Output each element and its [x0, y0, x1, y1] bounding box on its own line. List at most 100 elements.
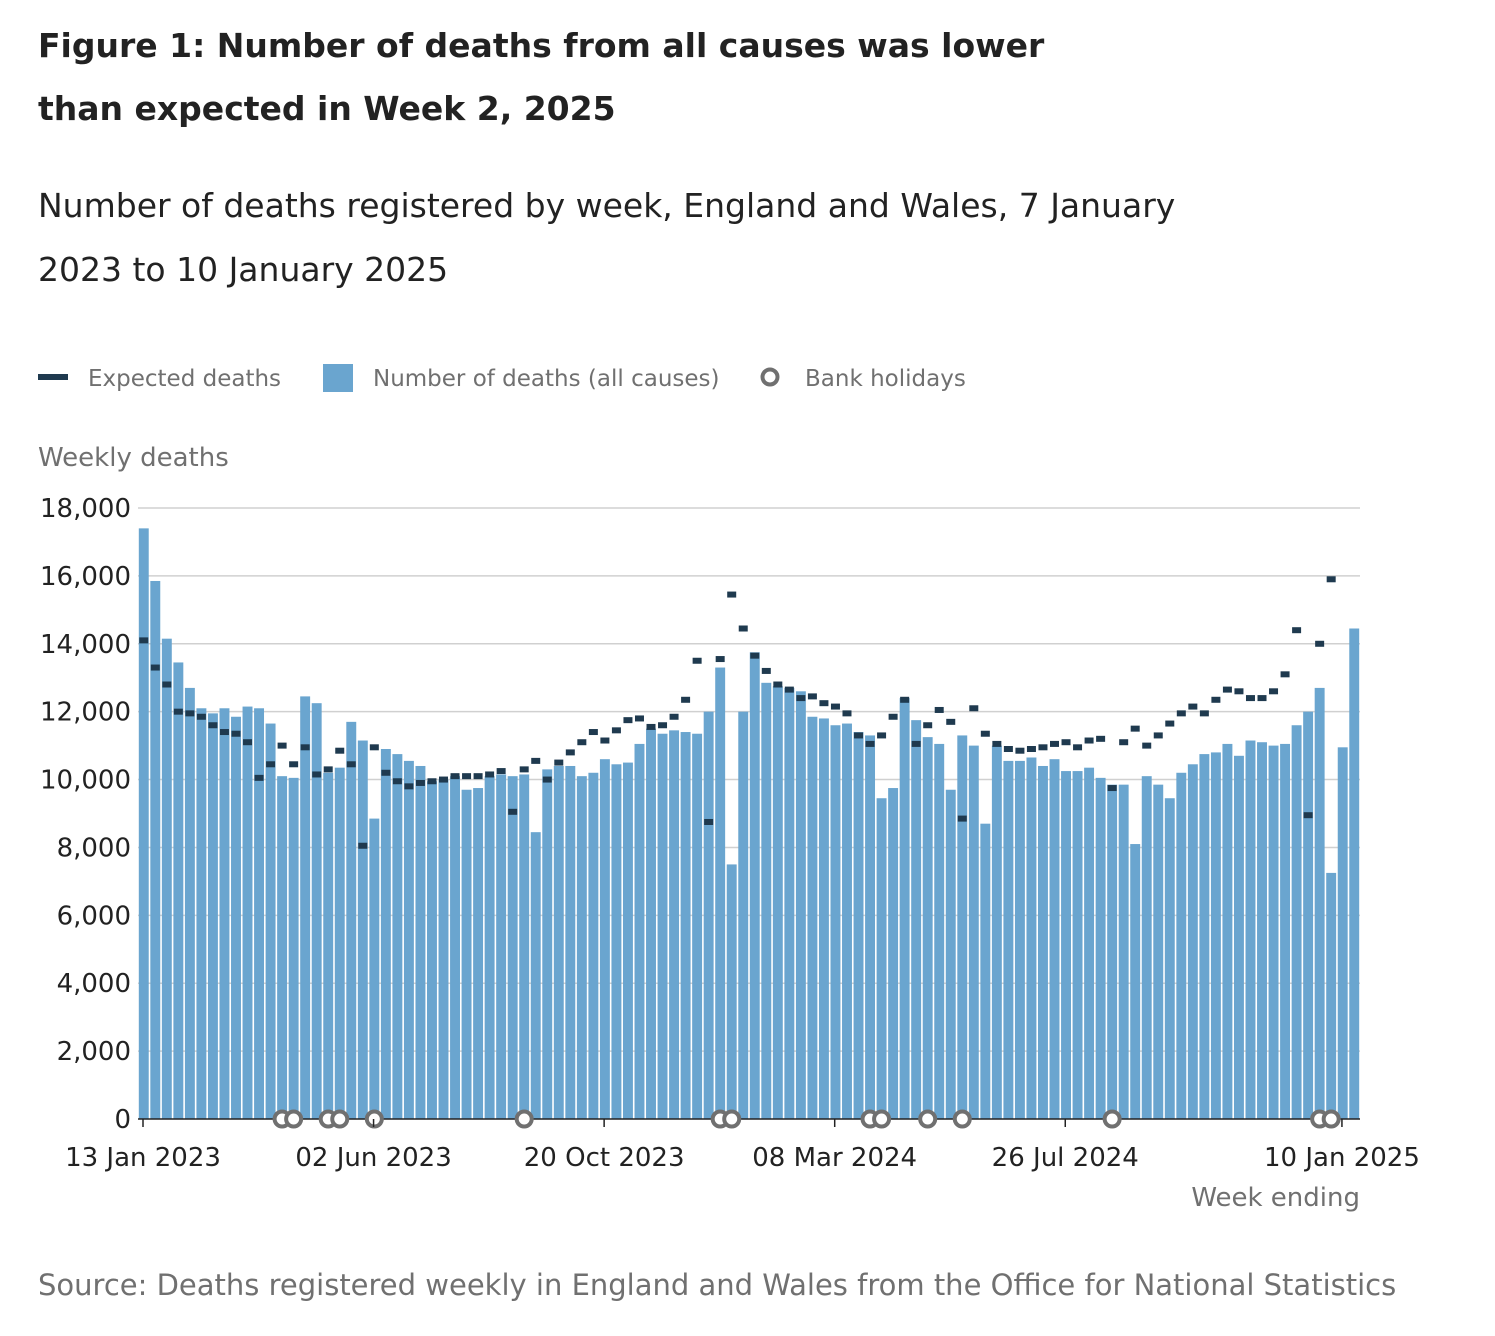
- bar[interactable]: [911, 720, 922, 1119]
- bar[interactable]: [818, 718, 829, 1119]
- bar[interactable]: [392, 754, 403, 1119]
- bar[interactable]: [553, 765, 564, 1119]
- expected-marker[interactable]: [312, 771, 322, 778]
- bank-holiday-marker[interactable]: [1102, 1109, 1122, 1129]
- expected-marker[interactable]: [1050, 740, 1059, 747]
- bar[interactable]: [173, 662, 184, 1119]
- expected-marker[interactable]: [658, 722, 668, 729]
- bar[interactable]: [1314, 687, 1325, 1119]
- expected-marker[interactable]: [1119, 739, 1129, 746]
- expected-marker[interactable]: [266, 761, 276, 768]
- bar[interactable]: [438, 779, 449, 1119]
- expected-marker[interactable]: [450, 773, 460, 780]
- bar[interactable]: [346, 721, 357, 1119]
- bar[interactable]: [888, 788, 899, 1119]
- bar[interactable]: [1210, 752, 1221, 1119]
- bar[interactable]: [496, 774, 507, 1119]
- bar[interactable]: [784, 687, 795, 1119]
- expected-marker[interactable]: [1130, 725, 1140, 732]
- expected-marker[interactable]: [634, 715, 644, 722]
- bar[interactable]: [1233, 755, 1244, 1119]
- expected-marker[interactable]: [830, 703, 840, 710]
- expected-marker[interactable]: [1073, 744, 1083, 751]
- expected-marker[interactable]: [1199, 710, 1209, 717]
- bar[interactable]: [657, 733, 668, 1119]
- bar[interactable]: [565, 765, 576, 1119]
- expected-marker[interactable]: [577, 739, 587, 746]
- bar[interactable]: [611, 764, 622, 1119]
- bar[interactable]: [277, 776, 288, 1119]
- bar[interactable]: [1084, 767, 1095, 1119]
- bar[interactable]: [1072, 771, 1083, 1119]
- bank-holiday-marker[interactable]: [284, 1109, 304, 1129]
- expected-marker[interactable]: [934, 706, 944, 713]
- expected-marker[interactable]: [427, 778, 437, 785]
- expected-marker[interactable]: [796, 695, 806, 702]
- expected-marker[interactable]: [531, 757, 541, 764]
- bar[interactable]: [1026, 757, 1037, 1119]
- bar[interactable]: [957, 735, 968, 1119]
- bar[interactable]: [161, 638, 172, 1119]
- expected-marker[interactable]: [750, 652, 760, 659]
- expected-marker[interactable]: [969, 705, 979, 712]
- expected-marker[interactable]: [980, 730, 990, 737]
- expected-marker[interactable]: [462, 773, 472, 780]
- bar[interactable]: [980, 823, 991, 1119]
- expected-marker[interactable]: [900, 696, 910, 703]
- expected-marker[interactable]: [1107, 785, 1117, 792]
- expected-marker[interactable]: [369, 744, 379, 751]
- expected-marker[interactable]: [150, 664, 160, 671]
- expected-marker[interactable]: [392, 778, 402, 785]
- expected-marker[interactable]: [139, 637, 149, 644]
- expected-marker[interactable]: [946, 718, 956, 725]
- bar[interactable]: [772, 686, 783, 1119]
- expected-marker[interactable]: [1142, 742, 1152, 749]
- bar[interactable]: [934, 743, 945, 1119]
- bar[interactable]: [334, 767, 345, 1119]
- bar[interactable]: [634, 743, 645, 1119]
- bank-holiday-marker[interactable]: [514, 1109, 534, 1129]
- bar[interactable]: [507, 776, 518, 1119]
- bar[interactable]: [1141, 776, 1152, 1119]
- bar[interactable]: [150, 580, 161, 1119]
- expected-marker[interactable]: [623, 717, 633, 724]
- bar[interactable]: [738, 711, 749, 1119]
- bank-holiday-marker[interactable]: [952, 1109, 972, 1129]
- bar[interactable]: [1268, 745, 1279, 1119]
- expected-marker[interactable]: [669, 713, 679, 720]
- expected-marker[interactable]: [243, 739, 253, 746]
- bar[interactable]: [853, 732, 864, 1119]
- bar[interactable]: [207, 713, 218, 1119]
- bar[interactable]: [231, 716, 241, 1119]
- bar[interactable]: [1038, 765, 1048, 1119]
- expected-marker[interactable]: [358, 842, 368, 849]
- expected-marker[interactable]: [381, 769, 391, 776]
- expected-marker[interactable]: [542, 776, 552, 783]
- expected-marker[interactable]: [807, 693, 817, 700]
- bar[interactable]: [1003, 760, 1014, 1119]
- expected-marker[interactable]: [1165, 720, 1175, 727]
- bar[interactable]: [380, 749, 391, 1119]
- bar[interactable]: [703, 711, 714, 1119]
- expected-marker[interactable]: [1026, 746, 1036, 753]
- bank-holiday-marker[interactable]: [364, 1109, 384, 1129]
- expected-marker[interactable]: [300, 744, 310, 751]
- expected-marker[interactable]: [1269, 688, 1279, 695]
- expected-marker[interactable]: [1211, 696, 1221, 703]
- bar[interactable]: [795, 691, 806, 1119]
- bar[interactable]: [646, 728, 656, 1119]
- expected-marker[interactable]: [727, 591, 737, 598]
- bar[interactable]: [254, 708, 265, 1119]
- expected-marker[interactable]: [761, 667, 771, 674]
- expected-marker[interactable]: [1061, 739, 1071, 746]
- expected-marker[interactable]: [1292, 627, 1302, 634]
- expected-marker[interactable]: [1234, 688, 1244, 695]
- bar[interactable]: [1291, 725, 1302, 1119]
- bar[interactable]: [842, 723, 852, 1119]
- bar[interactable]: [542, 769, 553, 1119]
- bar[interactable]: [1095, 777, 1106, 1119]
- bar[interactable]: [968, 745, 979, 1119]
- expected-marker[interactable]: [1257, 695, 1267, 702]
- expected-marker[interactable]: [1084, 737, 1094, 744]
- bar[interactable]: [830, 725, 841, 1119]
